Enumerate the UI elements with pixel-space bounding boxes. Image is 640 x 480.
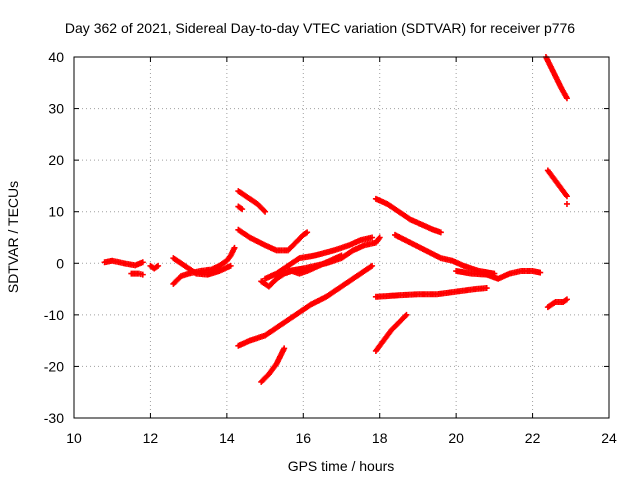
series-track [262, 234, 376, 282]
x-tick-label: 22 [525, 430, 541, 446]
plot-frame [73, 56, 610, 419]
data-point [369, 234, 376, 241]
series-track [258, 345, 288, 385]
series-track [235, 226, 311, 254]
y-tick-label: -30 [44, 410, 64, 426]
x-tick-label: 12 [143, 430, 159, 446]
series-track [453, 268, 544, 282]
data-point [227, 262, 234, 269]
series-track [170, 255, 234, 278]
data-point [563, 95, 570, 102]
grid [73, 56, 610, 419]
series-track [101, 257, 146, 269]
series-track [273, 252, 345, 282]
x-tick-label: 14 [219, 430, 235, 446]
data-point [563, 200, 570, 207]
data-point [403, 311, 410, 318]
series-track [235, 188, 269, 215]
data-point [376, 234, 383, 241]
x-tick-label: 16 [295, 430, 311, 446]
y-tick-label: -20 [44, 358, 64, 374]
y-tick-label: 30 [48, 101, 64, 117]
chart-title: Day 362 of 2021, Sidereal Day-to-day VTE… [65, 20, 575, 36]
series-track [235, 262, 376, 349]
data-point [483, 285, 490, 292]
data-point [239, 206, 246, 213]
y-tick-label: 40 [48, 49, 64, 65]
series-track [372, 311, 410, 354]
data-point [338, 252, 345, 259]
y-tick-label: 10 [48, 204, 64, 220]
series-track [147, 262, 162, 272]
series-track [372, 285, 490, 300]
x-tick-label: 24 [601, 430, 617, 446]
data-point [563, 193, 570, 200]
series-track [542, 54, 570, 102]
data-point-interp [402, 312, 409, 319]
data-point [231, 244, 238, 251]
data-point [139, 259, 146, 266]
data-point [139, 271, 146, 278]
y-tick-label: 0 [56, 255, 64, 271]
series-track [544, 167, 570, 200]
data-point [563, 296, 570, 303]
x-axis-label: GPS time / hours [288, 458, 395, 474]
series-track [544, 296, 570, 311]
data-point-interp [260, 207, 267, 214]
data-point [155, 262, 162, 269]
data-point [262, 208, 269, 215]
data-point [281, 345, 288, 352]
data-point [437, 229, 444, 236]
series-track [372, 195, 444, 236]
x-tick-label: 20 [448, 430, 464, 446]
series-track [128, 270, 146, 278]
tick-labels: 10 12 14 16 18 20 22 24 -30 -20 -10 0 10 20 30 40 [44, 49, 617, 446]
series-track [235, 203, 246, 213]
data-point [304, 229, 311, 236]
x-tick-label: 10 [66, 430, 82, 446]
series-track [563, 200, 570, 207]
y-tick-label: -10 [44, 307, 64, 323]
y-axis-label: SDTVAR / TECUs [5, 181, 21, 293]
data-point [537, 269, 544, 276]
data-point [369, 262, 376, 269]
y-tick-label: 20 [48, 152, 64, 168]
x-tick-label: 18 [372, 430, 388, 446]
data-series [101, 54, 570, 385]
series-track [392, 231, 498, 277]
